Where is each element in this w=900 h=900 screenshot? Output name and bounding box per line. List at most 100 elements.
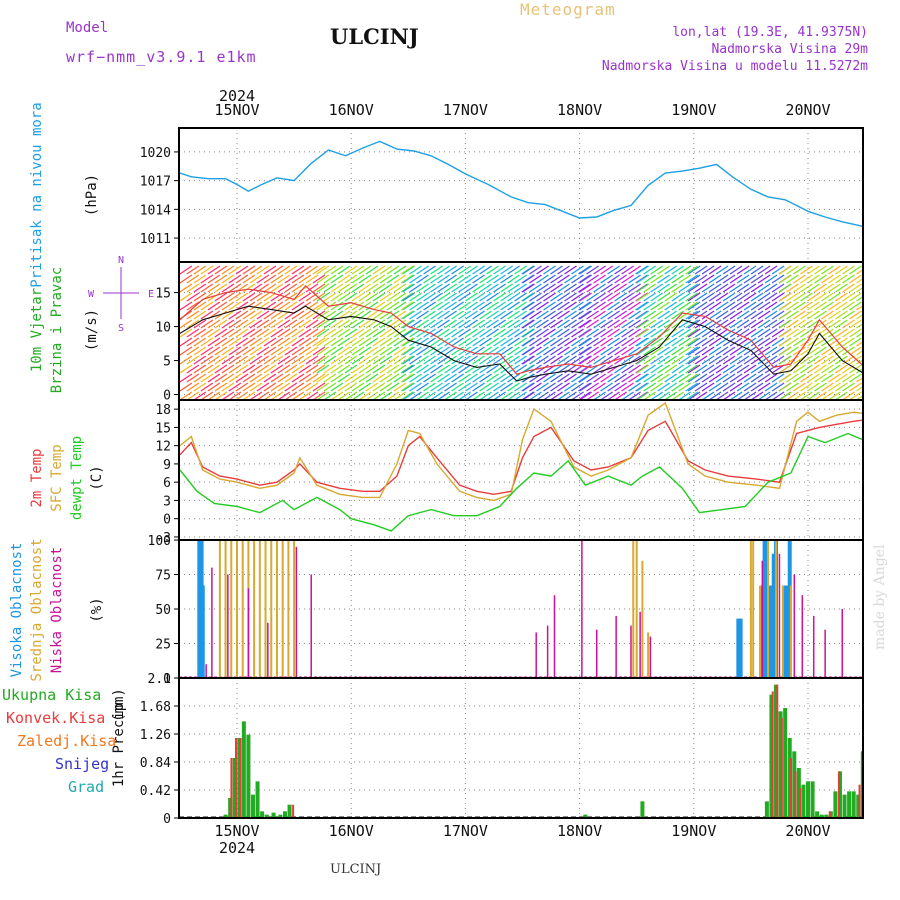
wind-arrow <box>564 382 577 392</box>
wind-arrow <box>372 274 386 284</box>
wind-arrow <box>757 292 771 302</box>
precip-total-bar <box>769 694 774 818</box>
wind-arrow <box>786 274 799 284</box>
wind-arrow <box>879 311 891 319</box>
wind-arrow <box>242 346 256 356</box>
wind-arrow <box>579 355 592 365</box>
wind-arrow <box>593 373 606 383</box>
wind-arrow <box>330 346 344 356</box>
wind-arrow <box>386 346 400 356</box>
wind-arrow <box>402 283 415 293</box>
precip-total-bar <box>271 812 276 818</box>
wind-arrow <box>678 337 692 347</box>
wind-arrow <box>786 301 799 311</box>
compass-w: W <box>88 289 95 300</box>
wind-arrow <box>685 346 699 356</box>
wind-arrow <box>228 265 242 275</box>
precip-total-bar <box>851 791 856 818</box>
wind-arrow <box>379 328 393 338</box>
wind-arrow <box>828 391 841 400</box>
wind-arrow <box>757 364 771 374</box>
wind-arrow <box>193 274 207 284</box>
wind-arrow <box>193 310 207 320</box>
pressure-axis-title: Pritisak na nivou mora <box>29 102 45 287</box>
wind-arrow <box>736 355 750 365</box>
wind-arrow <box>186 373 200 383</box>
wind-arrow <box>207 391 221 400</box>
wind-arrow <box>416 364 429 374</box>
wind-arrow <box>522 328 535 338</box>
wind-arrow <box>750 283 764 293</box>
wind-arrow <box>235 292 249 302</box>
wind-arrow <box>636 319 650 329</box>
wind-arrow <box>316 319 330 329</box>
wind-arrow <box>886 275 898 283</box>
wind-arrow <box>729 364 743 374</box>
wind-arrow <box>402 373 415 383</box>
wind-arrow <box>507 382 520 392</box>
wind-arrow <box>465 283 478 293</box>
wind-arrow <box>687 391 701 400</box>
wind-arrow <box>179 382 193 392</box>
precip-total-bar <box>865 721 869 818</box>
wind-arrow <box>200 265 214 275</box>
wind-arrow <box>186 346 200 356</box>
wind-arrow <box>270 265 284 275</box>
wind-arrow <box>729 319 743 329</box>
wind-arrow <box>694 373 708 383</box>
precip-conv-bar <box>828 811 831 818</box>
wind-arrow <box>621 319 634 329</box>
wind-arrow <box>193 337 207 347</box>
wind-arrow <box>736 283 750 293</box>
wind-arrow <box>671 283 685 293</box>
wind-arrow <box>863 338 875 346</box>
wind-arrow <box>621 274 634 284</box>
wind-arrow <box>242 328 256 338</box>
wind-arrow <box>657 301 671 311</box>
wind-arrow <box>564 265 577 275</box>
wind-arrow <box>543 328 556 338</box>
wind-arrow <box>402 346 415 356</box>
wind-arrow <box>643 283 657 293</box>
wind-arrow <box>316 328 330 338</box>
wind-arrow <box>708 346 722 356</box>
wind-arrow <box>593 274 606 284</box>
wind-arrow <box>472 310 485 320</box>
wind-arrow <box>312 274 326 284</box>
wind-arrow <box>358 355 372 365</box>
wind-arrow <box>465 364 478 374</box>
wind-arrow <box>621 292 634 302</box>
wind-arrow <box>715 274 729 284</box>
wind-arrow <box>893 356 900 364</box>
wind-arrow <box>514 283 527 293</box>
wind-arrow <box>701 292 715 302</box>
wind-arrow <box>444 274 457 284</box>
wind-arrow <box>507 292 520 302</box>
wind-arrow <box>358 382 372 392</box>
wind-arrow <box>423 337 436 347</box>
wind-arrow <box>793 319 806 329</box>
wind-arrow <box>842 301 855 311</box>
wind-arrow <box>214 310 228 320</box>
wind-arrow <box>621 373 634 383</box>
wind-arrow <box>893 284 900 292</box>
wind-arrow <box>365 301 379 311</box>
wind-arrow <box>743 283 757 293</box>
wind-arrow <box>291 274 305 284</box>
wind-arrow <box>564 301 577 311</box>
precip-total-bar <box>870 745 874 818</box>
wind-arrow <box>179 337 193 347</box>
wind-arrow <box>872 365 884 373</box>
wind-arrow <box>743 301 757 311</box>
wind-unit: (m/s) <box>84 309 100 351</box>
wind-arrow <box>678 283 692 293</box>
wind-arrow <box>750 301 764 311</box>
precip-total-bar <box>778 711 783 818</box>
wind-arrow <box>557 355 570 365</box>
wind-arrow <box>807 391 820 400</box>
wind-arrow <box>179 301 193 311</box>
wind-arrow <box>671 328 685 338</box>
wind-arrow <box>200 373 214 383</box>
wind-arrow <box>865 374 877 382</box>
wind-arrow <box>743 328 757 338</box>
